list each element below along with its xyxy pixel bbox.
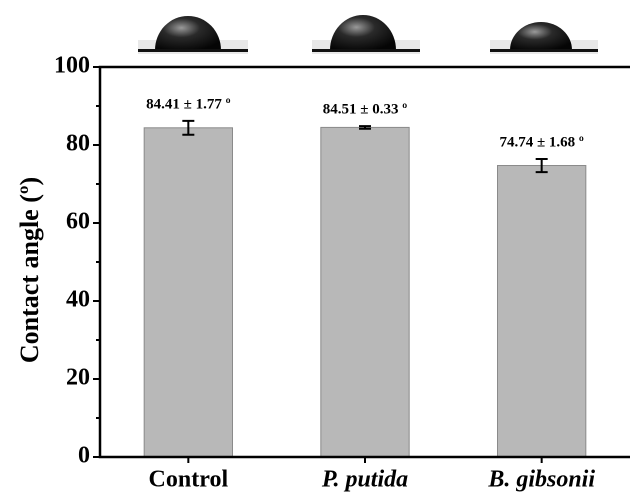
y-tick-label: 100 xyxy=(54,53,90,79)
substrate xyxy=(312,49,420,52)
x-tick-label: P. putida xyxy=(321,467,408,493)
bar xyxy=(320,126,410,458)
y-tick-label: 20 xyxy=(66,365,90,391)
x-tick-label: Control xyxy=(149,467,229,493)
y-tick-label: 80 xyxy=(66,131,90,157)
value-label: 74.74 ± 1.68 º xyxy=(499,134,583,150)
droplet xyxy=(155,15,221,50)
value-label: 84.51 ± 0.33 º xyxy=(323,102,407,118)
bar xyxy=(497,165,587,458)
x-tick-label: B. gibsonii xyxy=(487,467,595,493)
droplet-images xyxy=(138,15,598,54)
error-bar xyxy=(359,125,371,130)
substrate xyxy=(138,49,248,52)
axes-frame xyxy=(98,65,630,459)
value-label: 84.41 ± 1.77 º xyxy=(146,96,230,112)
y-tick-label: 60 xyxy=(66,209,90,235)
droplet xyxy=(330,15,396,50)
error-bar xyxy=(182,119,195,136)
bar xyxy=(143,127,234,458)
y-tick-label: 0 xyxy=(78,443,90,469)
error-bar xyxy=(535,157,548,174)
droplet xyxy=(510,22,572,50)
y-axis-title: Contact angle (º) xyxy=(15,177,44,363)
y-tick-label: 40 xyxy=(66,287,90,313)
substrate xyxy=(490,49,598,52)
